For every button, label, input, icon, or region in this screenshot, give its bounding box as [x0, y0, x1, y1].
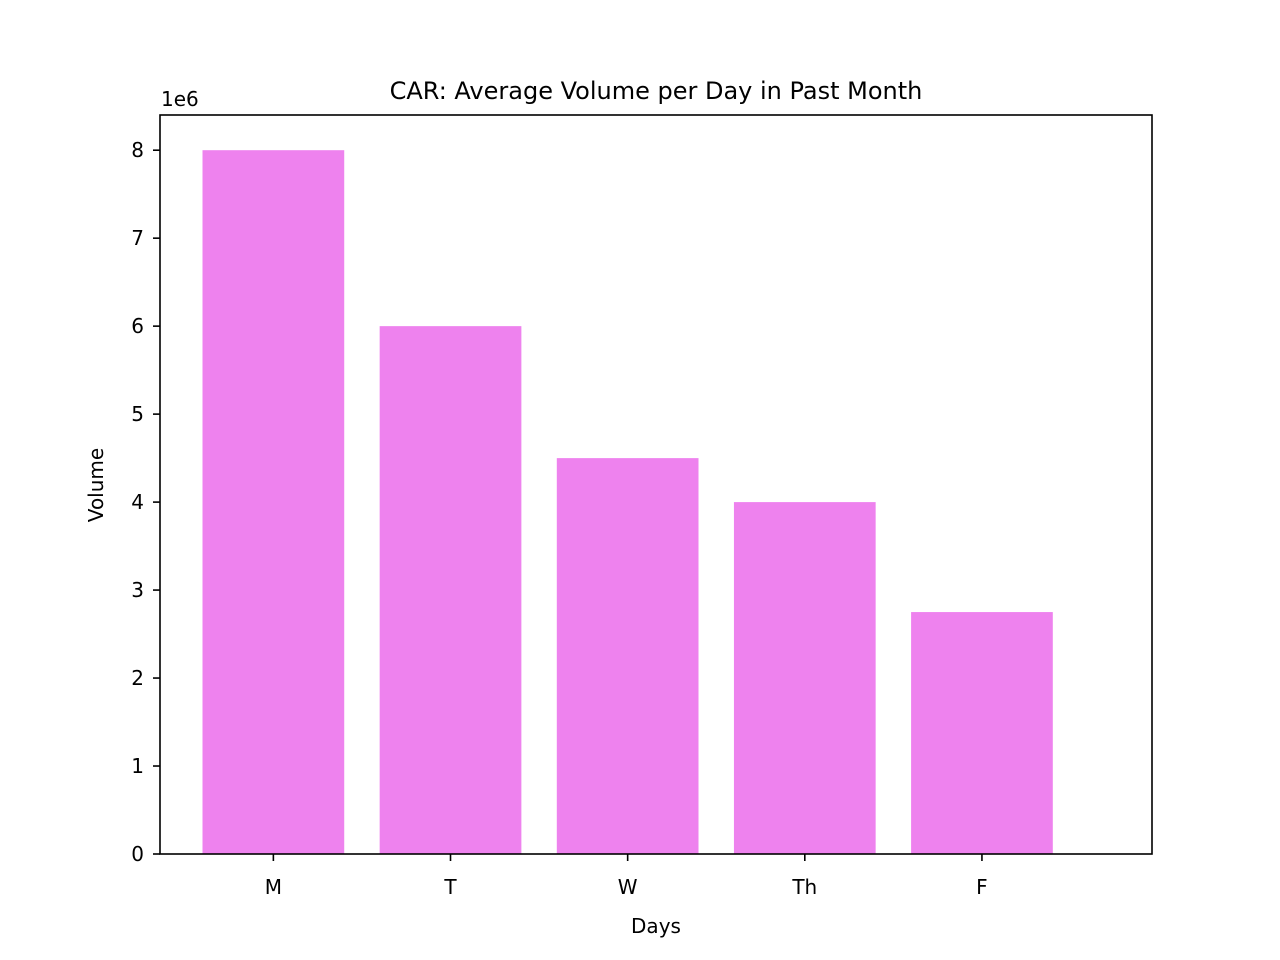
- y-tick-label: 5: [131, 402, 144, 426]
- bar-w: [556, 458, 699, 854]
- y-tick-label: 7: [131, 226, 144, 250]
- bar-m: [202, 150, 345, 854]
- x-tick-label: T: [443, 875, 457, 899]
- y-tick-label: 4: [131, 490, 144, 514]
- y-tick-label: 3: [131, 578, 144, 602]
- x-tick-label: F: [976, 875, 988, 899]
- y-tick-label: 1: [131, 754, 144, 778]
- y-axis-label: Volume: [84, 448, 108, 522]
- y-tick-label: 6: [131, 314, 144, 338]
- x-tick-label: Th: [791, 875, 817, 899]
- chart-title: CAR: Average Volume per Day in Past Mont…: [390, 77, 923, 105]
- y-axis-ticks: 0 1 2 3 4 5 6 7 8: [131, 138, 160, 866]
- x-axis-ticks: M T W Th F: [265, 854, 988, 899]
- bars-group: [202, 150, 1053, 854]
- x-axis-label: Days: [631, 914, 681, 938]
- y-axis-offset-label: 1e6: [161, 87, 199, 111]
- bar-t: [379, 326, 522, 854]
- y-tick-label: 0: [131, 842, 144, 866]
- bar-th: [733, 502, 876, 854]
- x-tick-label: M: [265, 875, 282, 899]
- plot-frame: [159, 114, 1153, 855]
- y-tick-label: 2: [131, 666, 144, 690]
- bar-f: [911, 612, 1053, 854]
- y-tick-label: 8: [131, 138, 144, 162]
- x-tick-label: W: [618, 875, 638, 899]
